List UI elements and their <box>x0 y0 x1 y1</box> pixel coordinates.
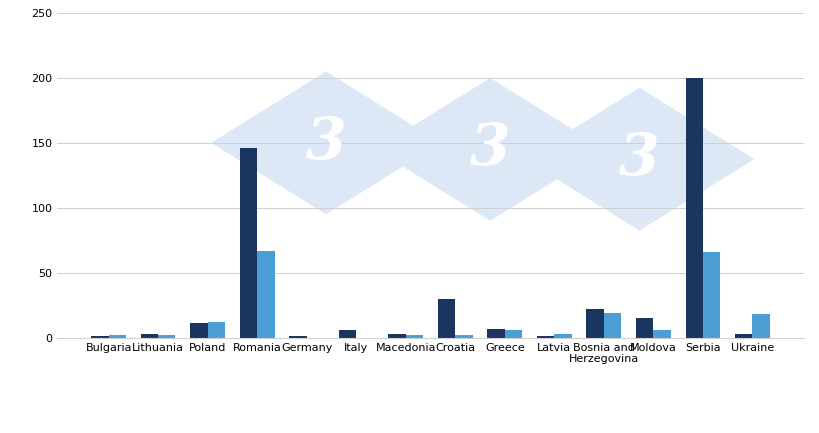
Bar <box>158 335 175 338</box>
Bar <box>455 335 472 338</box>
Text: 3: 3 <box>618 131 659 187</box>
Bar <box>405 335 423 338</box>
Bar <box>108 335 126 338</box>
Polygon shape <box>210 71 441 214</box>
Bar <box>752 314 769 338</box>
Bar <box>734 334 752 338</box>
Polygon shape <box>524 87 753 230</box>
Bar <box>257 251 274 338</box>
Bar <box>207 322 224 338</box>
Bar <box>437 299 455 338</box>
Polygon shape <box>375 78 604 221</box>
Bar <box>91 336 108 338</box>
Bar <box>486 329 505 338</box>
Bar <box>388 334 405 338</box>
Bar <box>505 330 522 338</box>
Bar <box>554 334 571 338</box>
Bar <box>636 318 653 338</box>
Bar <box>603 313 620 338</box>
Text: 3: 3 <box>469 121 510 178</box>
Bar <box>141 334 158 338</box>
Text: 3: 3 <box>305 115 346 171</box>
Bar <box>190 323 207 338</box>
Bar <box>586 309 603 338</box>
Bar <box>338 330 355 338</box>
Bar <box>685 78 702 338</box>
Bar <box>702 252 719 338</box>
Bar <box>240 148 257 338</box>
Bar <box>653 330 670 338</box>
Bar <box>536 336 554 338</box>
Bar <box>289 336 306 338</box>
